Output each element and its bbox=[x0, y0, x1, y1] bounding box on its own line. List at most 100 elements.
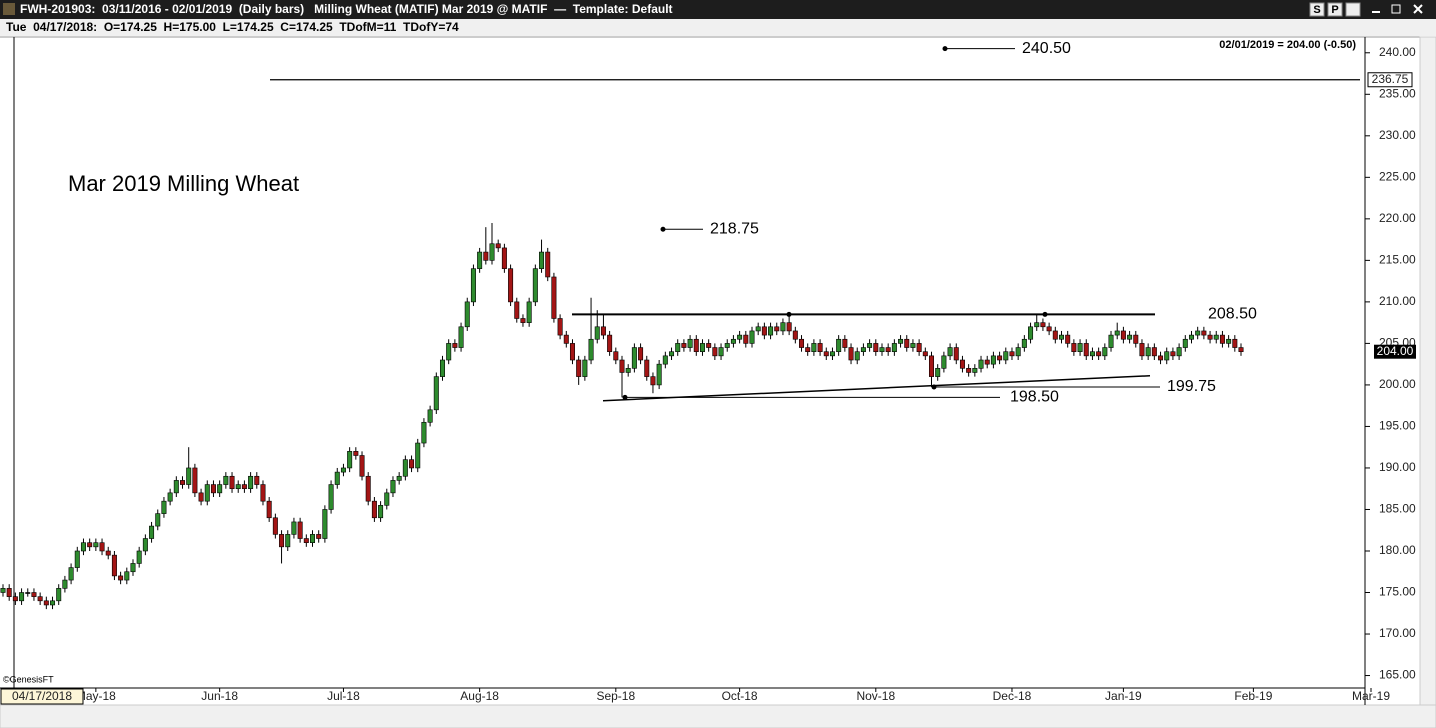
candle-body bbox=[433, 376, 439, 411]
candle-body bbox=[1052, 330, 1058, 340]
candle-body bbox=[303, 538, 309, 543]
candle-body bbox=[409, 459, 415, 469]
candle-body bbox=[483, 251, 489, 261]
y-tick-label: 170.00 bbox=[1379, 626, 1416, 640]
candle-body bbox=[378, 505, 384, 519]
candle-body bbox=[316, 534, 322, 539]
candle-body bbox=[817, 343, 823, 353]
x-tick-label: Sep-18 bbox=[596, 689, 635, 703]
candle-body bbox=[43, 600, 49, 606]
candle-body bbox=[594, 326, 600, 340]
candle-body bbox=[922, 351, 928, 357]
candle-body bbox=[811, 343, 817, 353]
candle-body bbox=[613, 351, 619, 361]
candle-body bbox=[829, 351, 835, 357]
last-price-box bbox=[1374, 344, 1416, 359]
candle-body bbox=[625, 368, 631, 373]
candle-body bbox=[879, 347, 885, 353]
candle-body bbox=[93, 542, 99, 548]
candle-body bbox=[990, 355, 996, 365]
annotation-dot bbox=[660, 226, 666, 232]
annotation-label: 240.50 bbox=[1022, 40, 1071, 57]
window-buttons[interactable]: S P bbox=[1309, 2, 1423, 17]
annotation-label: 199.75 bbox=[1167, 378, 1216, 395]
candle-body bbox=[545, 251, 551, 278]
candle-body bbox=[260, 484, 266, 502]
button-label[interactable]: P bbox=[1331, 4, 1338, 16]
y-tick-label: 175.00 bbox=[1379, 585, 1416, 599]
candle-body bbox=[904, 338, 910, 348]
candle-body bbox=[1065, 334, 1071, 344]
candle-body bbox=[285, 534, 291, 548]
candle-body bbox=[1127, 334, 1133, 340]
candle-body bbox=[384, 492, 390, 506]
candle-body bbox=[180, 480, 186, 485]
candle-body bbox=[1213, 334, 1219, 340]
candle-body bbox=[87, 542, 93, 548]
x-tick-label: Mar-19 bbox=[1352, 689, 1390, 703]
candle-body bbox=[1133, 334, 1139, 344]
candle-body bbox=[842, 338, 848, 348]
candle-body bbox=[204, 484, 210, 502]
candle-body bbox=[1182, 338, 1188, 348]
candle-body bbox=[421, 421, 427, 444]
candle-body bbox=[501, 247, 507, 269]
h-scrollbar[interactable] bbox=[0, 704, 1436, 728]
trend-line bbox=[602, 375, 1151, 402]
candle-body bbox=[365, 475, 371, 502]
candle-body bbox=[1034, 322, 1040, 328]
candle-body bbox=[279, 534, 285, 548]
candle-body bbox=[50, 600, 56, 606]
candle-body bbox=[111, 554, 117, 577]
button[interactable] bbox=[1345, 2, 1361, 17]
title-bar bbox=[0, 0, 1436, 19]
candle-body bbox=[415, 442, 421, 469]
candle-body bbox=[619, 359, 625, 373]
candle-body bbox=[532, 268, 538, 303]
y-tick-label: 190.00 bbox=[1379, 460, 1416, 474]
candle-body bbox=[1114, 330, 1120, 336]
candle-body bbox=[161, 500, 167, 514]
y-tick-label: 165.00 bbox=[1379, 668, 1416, 682]
annotation-dot bbox=[942, 46, 948, 52]
scrollbar[interactable] bbox=[1419, 36, 1436, 706]
candle-body bbox=[916, 343, 922, 353]
candle-body bbox=[854, 351, 860, 361]
button-label[interactable]: S bbox=[1313, 4, 1320, 16]
button[interactable] bbox=[1309, 2, 1325, 17]
button[interactable] bbox=[1327, 2, 1343, 17]
candle-body bbox=[396, 475, 402, 481]
candle-body bbox=[124, 571, 130, 581]
candle-body bbox=[799, 338, 805, 348]
x-tick-label: Jun-18 bbox=[201, 689, 238, 703]
candle-body bbox=[229, 475, 235, 490]
candle-body bbox=[167, 492, 173, 502]
maximize[interactable] bbox=[1391, 4, 1401, 14]
candle-body bbox=[1188, 334, 1194, 340]
candle-body bbox=[539, 251, 545, 269]
close[interactable] bbox=[1413, 4, 1423, 14]
candle-body bbox=[780, 322, 786, 332]
candle-body bbox=[1139, 343, 1145, 357]
candle-body bbox=[966, 368, 972, 373]
candle-body bbox=[1003, 351, 1009, 361]
candle-body bbox=[1176, 347, 1182, 357]
candle-body bbox=[675, 343, 681, 353]
candle-body bbox=[272, 517, 278, 535]
candle-body bbox=[130, 563, 136, 573]
candle-body bbox=[953, 347, 959, 361]
candle-body bbox=[1238, 347, 1244, 353]
candle-body bbox=[588, 338, 594, 361]
candle-body bbox=[997, 355, 1003, 361]
candle-body bbox=[699, 343, 705, 353]
candle-body bbox=[149, 525, 155, 539]
candle-body bbox=[217, 484, 223, 494]
candle-body bbox=[898, 338, 904, 344]
candle-body bbox=[885, 347, 891, 353]
candle-body bbox=[743, 334, 749, 344]
candle-body bbox=[978, 359, 984, 369]
candle-body bbox=[792, 330, 798, 340]
candle-body bbox=[551, 276, 557, 319]
status: 02/01/2019 = 204.00 (-0.50) bbox=[1219, 39, 1356, 51]
candle-body bbox=[297, 521, 303, 539]
